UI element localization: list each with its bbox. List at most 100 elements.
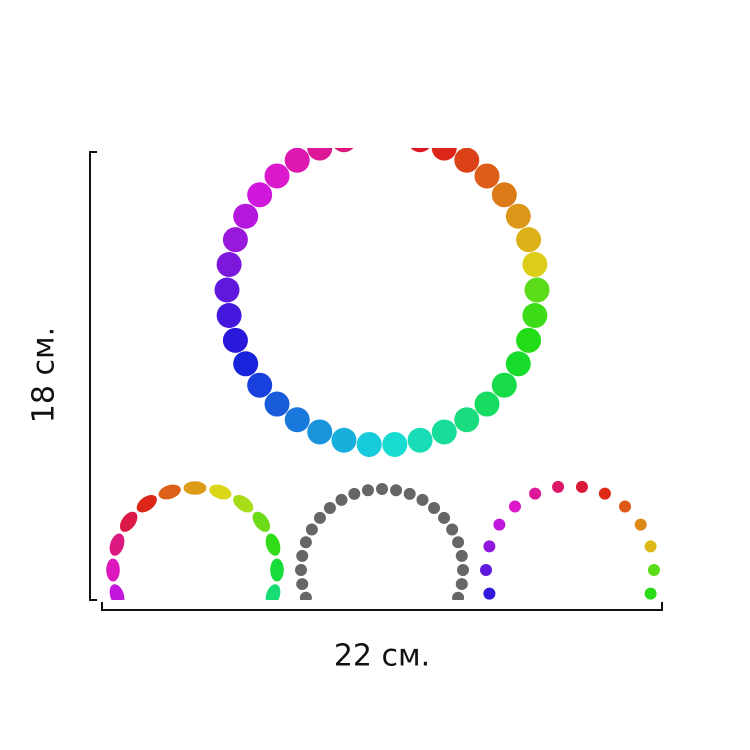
- dot: [516, 327, 542, 353]
- dot: [299, 536, 312, 549]
- dot: [233, 494, 254, 513]
- dot: [452, 591, 465, 600]
- dot: [183, 481, 207, 495]
- dot: [307, 148, 333, 161]
- dot: [480, 564, 492, 576]
- dot: [524, 277, 550, 303]
- dot: [483, 587, 496, 600]
- dot: [209, 484, 232, 500]
- dot: [216, 251, 242, 277]
- dot: [509, 627, 521, 639]
- dot: [230, 624, 257, 648]
- dot: [334, 148, 354, 153]
- dot: [247, 372, 273, 398]
- dot: [619, 627, 631, 639]
- dot: [314, 616, 326, 628]
- dot: [634, 518, 647, 531]
- dot: [483, 540, 496, 553]
- dot: [324, 626, 336, 638]
- dot: [648, 564, 660, 576]
- dot: [109, 584, 125, 600]
- dot: [455, 578, 468, 591]
- dot: [644, 587, 657, 600]
- dot: [529, 487, 542, 500]
- dot: [361, 484, 374, 497]
- dot: [136, 494, 157, 513]
- dot: [491, 182, 517, 208]
- dot: [214, 277, 240, 303]
- dot: [284, 148, 310, 173]
- dot: [299, 591, 312, 600]
- dot: [493, 609, 505, 621]
- dot: [575, 480, 588, 493]
- dot: [376, 483, 388, 495]
- dot: [428, 501, 441, 514]
- height-bracket: [89, 151, 97, 601]
- dot: [576, 647, 588, 659]
- dot: [505, 351, 531, 377]
- dot: [403, 487, 416, 500]
- dot: [505, 203, 531, 229]
- dot: [452, 536, 465, 549]
- dot: [455, 549, 468, 562]
- dot: [119, 511, 138, 532]
- dot: [249, 605, 273, 632]
- dot: [323, 501, 336, 514]
- dot: [348, 487, 361, 500]
- dot: [307, 419, 333, 445]
- wall-sticker-dots: [106, 148, 660, 659]
- dot: [284, 407, 310, 433]
- dot: [158, 484, 181, 500]
- dot: [552, 647, 564, 659]
- dot: [619, 500, 632, 513]
- dot: [207, 638, 233, 658]
- dot: [216, 303, 242, 329]
- dot: [431, 148, 457, 161]
- dot: [265, 584, 281, 600]
- dot: [335, 493, 348, 506]
- dot: [233, 203, 259, 229]
- dot: [356, 431, 382, 457]
- dot: [264, 391, 290, 417]
- dot: [516, 227, 542, 253]
- dot: [552, 480, 565, 493]
- height-label: 18 см.: [27, 327, 62, 423]
- dot: [368, 148, 371, 149]
- dot: [598, 487, 611, 500]
- dot: [134, 624, 161, 648]
- dot: [599, 640, 611, 652]
- dot: [184, 645, 207, 659]
- dot: [508, 500, 521, 513]
- dot: [493, 518, 506, 531]
- dot: [431, 419, 457, 445]
- dot: [635, 609, 647, 621]
- dot: [222, 227, 248, 253]
- dot: [222, 327, 248, 353]
- dot: [305, 523, 318, 536]
- width-label: 22 см.: [334, 639, 430, 674]
- dot: [270, 558, 284, 582]
- dot: [446, 523, 459, 536]
- dot: [454, 407, 480, 433]
- dot: [109, 533, 125, 556]
- dot: [393, 148, 396, 149]
- dot: [644, 540, 657, 553]
- width-bracket: [101, 602, 663, 611]
- dot: [428, 626, 440, 638]
- dot: [522, 251, 548, 277]
- dot: [454, 148, 480, 173]
- dot: [264, 163, 290, 189]
- dot: [296, 578, 309, 591]
- dot: [522, 303, 548, 329]
- dot: [382, 431, 408, 457]
- dot: [390, 484, 403, 497]
- dot: [247, 182, 273, 208]
- dot: [295, 564, 307, 576]
- dot: [457, 564, 469, 576]
- dot: [233, 351, 259, 377]
- dot: [116, 605, 140, 632]
- dot: [529, 640, 541, 652]
- dot: [106, 558, 120, 582]
- dot: [331, 427, 357, 453]
